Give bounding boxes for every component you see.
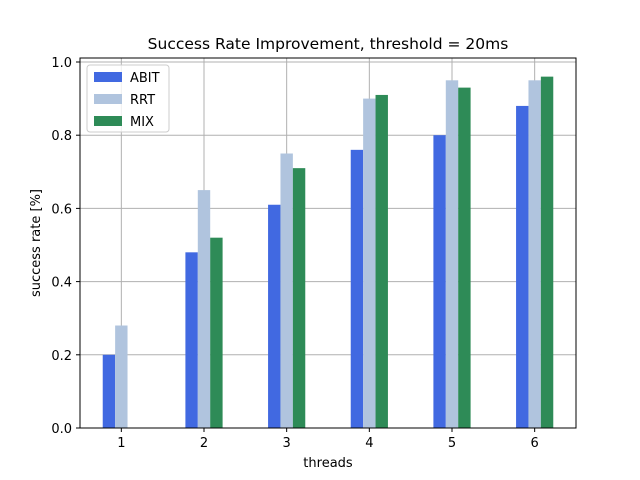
y-tick-label: 1.0 [51, 56, 72, 71]
chart-title: Success Rate Improvement, threshold = 20… [148, 35, 509, 53]
bar-abit-3 [268, 204, 281, 428]
bar-abit-1 [102, 354, 116, 428]
bar-mix-2 [210, 237, 223, 428]
bar-abit-6 [516, 105, 529, 429]
y-tick-label: 0.0 [51, 422, 72, 437]
y-axis-ticks: 0.0 0.2 0.4 0.6 0.8 1.0 [51, 56, 80, 437]
legend-swatch-mix [94, 116, 122, 126]
y-tick-label: 0.2 [51, 349, 72, 364]
x-tick-label: 4 [365, 436, 373, 451]
y-tick-label: 0.6 [51, 202, 72, 217]
bar-mix-3 [292, 168, 306, 428]
bar-mix-4 [375, 94, 388, 428]
x-tick-label: 3 [283, 436, 291, 451]
bar-rrt-2 [197, 190, 211, 428]
bar-mix-5 [458, 87, 471, 429]
x-tick-label: 2 [200, 436, 208, 451]
legend-swatch-abit [94, 72, 122, 82]
legend-label-mix: MIX [130, 115, 154, 130]
legend-swatch-rrt [94, 94, 122, 104]
bar-abit-2 [185, 252, 198, 428]
x-tick-label: 5 [448, 436, 456, 451]
bar-rrt-1 [115, 325, 128, 428]
bar-rrt-6 [528, 80, 541, 429]
bar-abit-5 [433, 135, 446, 428]
x-axis-label: threads [303, 456, 353, 471]
x-tick-label: 6 [531, 436, 539, 451]
bars [102, 76, 554, 429]
y-tick-label: 0.4 [51, 276, 72, 291]
legend-label-rrt: RRT [130, 93, 155, 108]
y-tick-label: 0.8 [51, 129, 72, 144]
bar-mix-6 [540, 76, 554, 428]
bar-rrt-5 [445, 80, 459, 429]
y-axis-label: success rate [%] [29, 189, 44, 297]
bar-abit-4 [350, 149, 364, 428]
plot-frame [79, 57, 577, 429]
bar-rrt-3 [280, 153, 293, 428]
bar-rrt-4 [363, 98, 376, 428]
x-axis-ticks: 1 2 3 4 5 6 [117, 428, 539, 451]
x-tick-label: 1 [117, 436, 125, 451]
legend-label-abit: ABIT [130, 71, 160, 86]
legend: ABIT RRT MIX [86, 64, 170, 133]
